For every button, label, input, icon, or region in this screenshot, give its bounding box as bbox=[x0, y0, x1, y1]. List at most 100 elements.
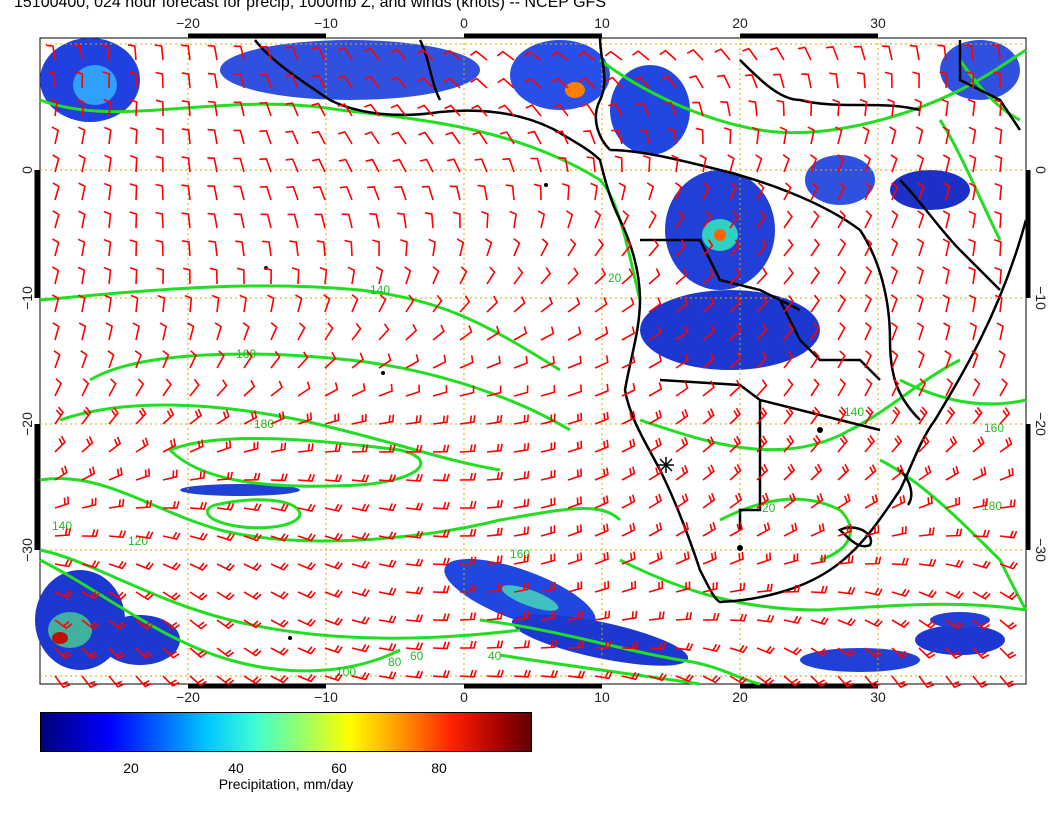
wind-barb bbox=[81, 466, 96, 481]
wind-barb bbox=[498, 104, 515, 117]
wind-barb bbox=[594, 495, 609, 509]
wind-barb bbox=[783, 584, 801, 593]
wind-barb bbox=[130, 294, 139, 313]
wind-barb bbox=[52, 154, 60, 173]
wind-barb bbox=[594, 297, 608, 313]
wind-barb bbox=[783, 553, 799, 565]
wind-barb bbox=[577, 50, 596, 61]
wind-barb bbox=[783, 492, 797, 509]
wind-barb bbox=[729, 182, 738, 201]
wind-barb bbox=[369, 213, 380, 229]
wind-barb bbox=[486, 669, 504, 678]
wind-barb bbox=[853, 45, 866, 61]
wind-barb bbox=[189, 591, 208, 601]
wind-barb bbox=[242, 322, 250, 341]
wind-barb bbox=[675, 268, 688, 285]
wind-barb bbox=[890, 266, 899, 285]
wind-barb bbox=[378, 474, 397, 483]
wind-barb bbox=[675, 674, 694, 683]
wind-barb bbox=[881, 45, 893, 61]
wind-barb bbox=[486, 555, 503, 565]
wind-barb bbox=[264, 267, 273, 285]
wind-barb bbox=[702, 296, 715, 313]
wind-barb bbox=[297, 646, 316, 655]
wind-barb bbox=[756, 522, 771, 537]
wind-barb bbox=[344, 239, 353, 257]
wind-barb bbox=[54, 590, 73, 599]
wind-barb bbox=[675, 581, 691, 593]
wind-barb bbox=[189, 350, 197, 369]
wind-barb bbox=[181, 72, 191, 89]
wind-barb bbox=[270, 411, 285, 425]
wind-barb bbox=[513, 385, 529, 397]
wind-barb bbox=[972, 619, 991, 630]
wind-barb bbox=[807, 126, 815, 145]
wind-barb bbox=[720, 101, 731, 117]
wind-barb bbox=[486, 611, 503, 621]
wind-barb bbox=[540, 296, 554, 313]
wind-barb bbox=[189, 619, 208, 630]
wind-barb bbox=[594, 671, 613, 680]
wind-barb bbox=[499, 131, 515, 145]
wind-barb bbox=[270, 533, 289, 542]
wind-barb bbox=[471, 104, 488, 117]
wind-barb bbox=[135, 675, 152, 688]
wind-barb bbox=[513, 640, 531, 649]
wind-barb bbox=[994, 182, 1003, 201]
wind-barb bbox=[432, 385, 448, 397]
lon-label: 20 bbox=[732, 15, 748, 31]
wind-barb bbox=[864, 494, 879, 509]
wind-barb bbox=[969, 322, 978, 341]
wind-barb bbox=[351, 532, 370, 541]
wind-barb bbox=[162, 407, 175, 425]
wind-barb bbox=[104, 154, 112, 173]
wind-barb bbox=[999, 467, 1014, 481]
wind-barb bbox=[78, 182, 86, 201]
wind-barb bbox=[270, 442, 287, 453]
wind-barb bbox=[942, 210, 951, 229]
wind-barb bbox=[102, 71, 111, 89]
contour-label: 20 bbox=[608, 271, 622, 285]
wind-barb bbox=[162, 438, 177, 453]
wind-barb bbox=[890, 154, 898, 173]
wind-barb bbox=[702, 408, 715, 425]
wind-barb bbox=[937, 44, 947, 61]
wind-barb bbox=[513, 442, 530, 453]
wind-barb bbox=[129, 267, 138, 285]
wind-barb bbox=[942, 126, 950, 145]
wind-barb bbox=[236, 267, 245, 285]
wind-barb bbox=[943, 182, 951, 201]
wind-barb bbox=[297, 503, 316, 513]
wind-barb bbox=[756, 351, 768, 369]
wind-barb bbox=[756, 552, 772, 565]
wind-barb bbox=[181, 44, 191, 61]
wind-barb bbox=[259, 129, 272, 145]
wind-barb bbox=[486, 385, 502, 397]
wind-barb bbox=[162, 562, 181, 571]
wind-barb bbox=[324, 351, 337, 369]
wind-barb bbox=[621, 641, 639, 650]
wind-barb bbox=[594, 580, 610, 593]
wind-barb bbox=[129, 211, 138, 229]
wind-barb bbox=[523, 50, 542, 61]
wind-barb bbox=[351, 672, 370, 681]
wind-barb bbox=[432, 585, 450, 594]
wind-barb bbox=[729, 521, 744, 537]
wind-barb bbox=[324, 617, 343, 626]
wind-barb bbox=[405, 614, 424, 623]
wind-barb bbox=[891, 182, 899, 201]
wind-barb bbox=[207, 100, 218, 117]
wind-barb bbox=[675, 409, 689, 425]
wind-barb bbox=[405, 642, 424, 651]
wind-barb bbox=[884, 71, 893, 89]
wind-barb bbox=[181, 156, 191, 173]
wind-barb bbox=[999, 561, 1018, 570]
wind-barb bbox=[259, 73, 272, 89]
wind-barb bbox=[942, 238, 951, 257]
wind-barb bbox=[405, 558, 424, 567]
wind-barb bbox=[702, 521, 717, 537]
wind-barb bbox=[443, 49, 461, 61]
wind-barb bbox=[243, 379, 256, 397]
wind-barb bbox=[604, 50, 623, 61]
wind-barb bbox=[702, 464, 715, 481]
